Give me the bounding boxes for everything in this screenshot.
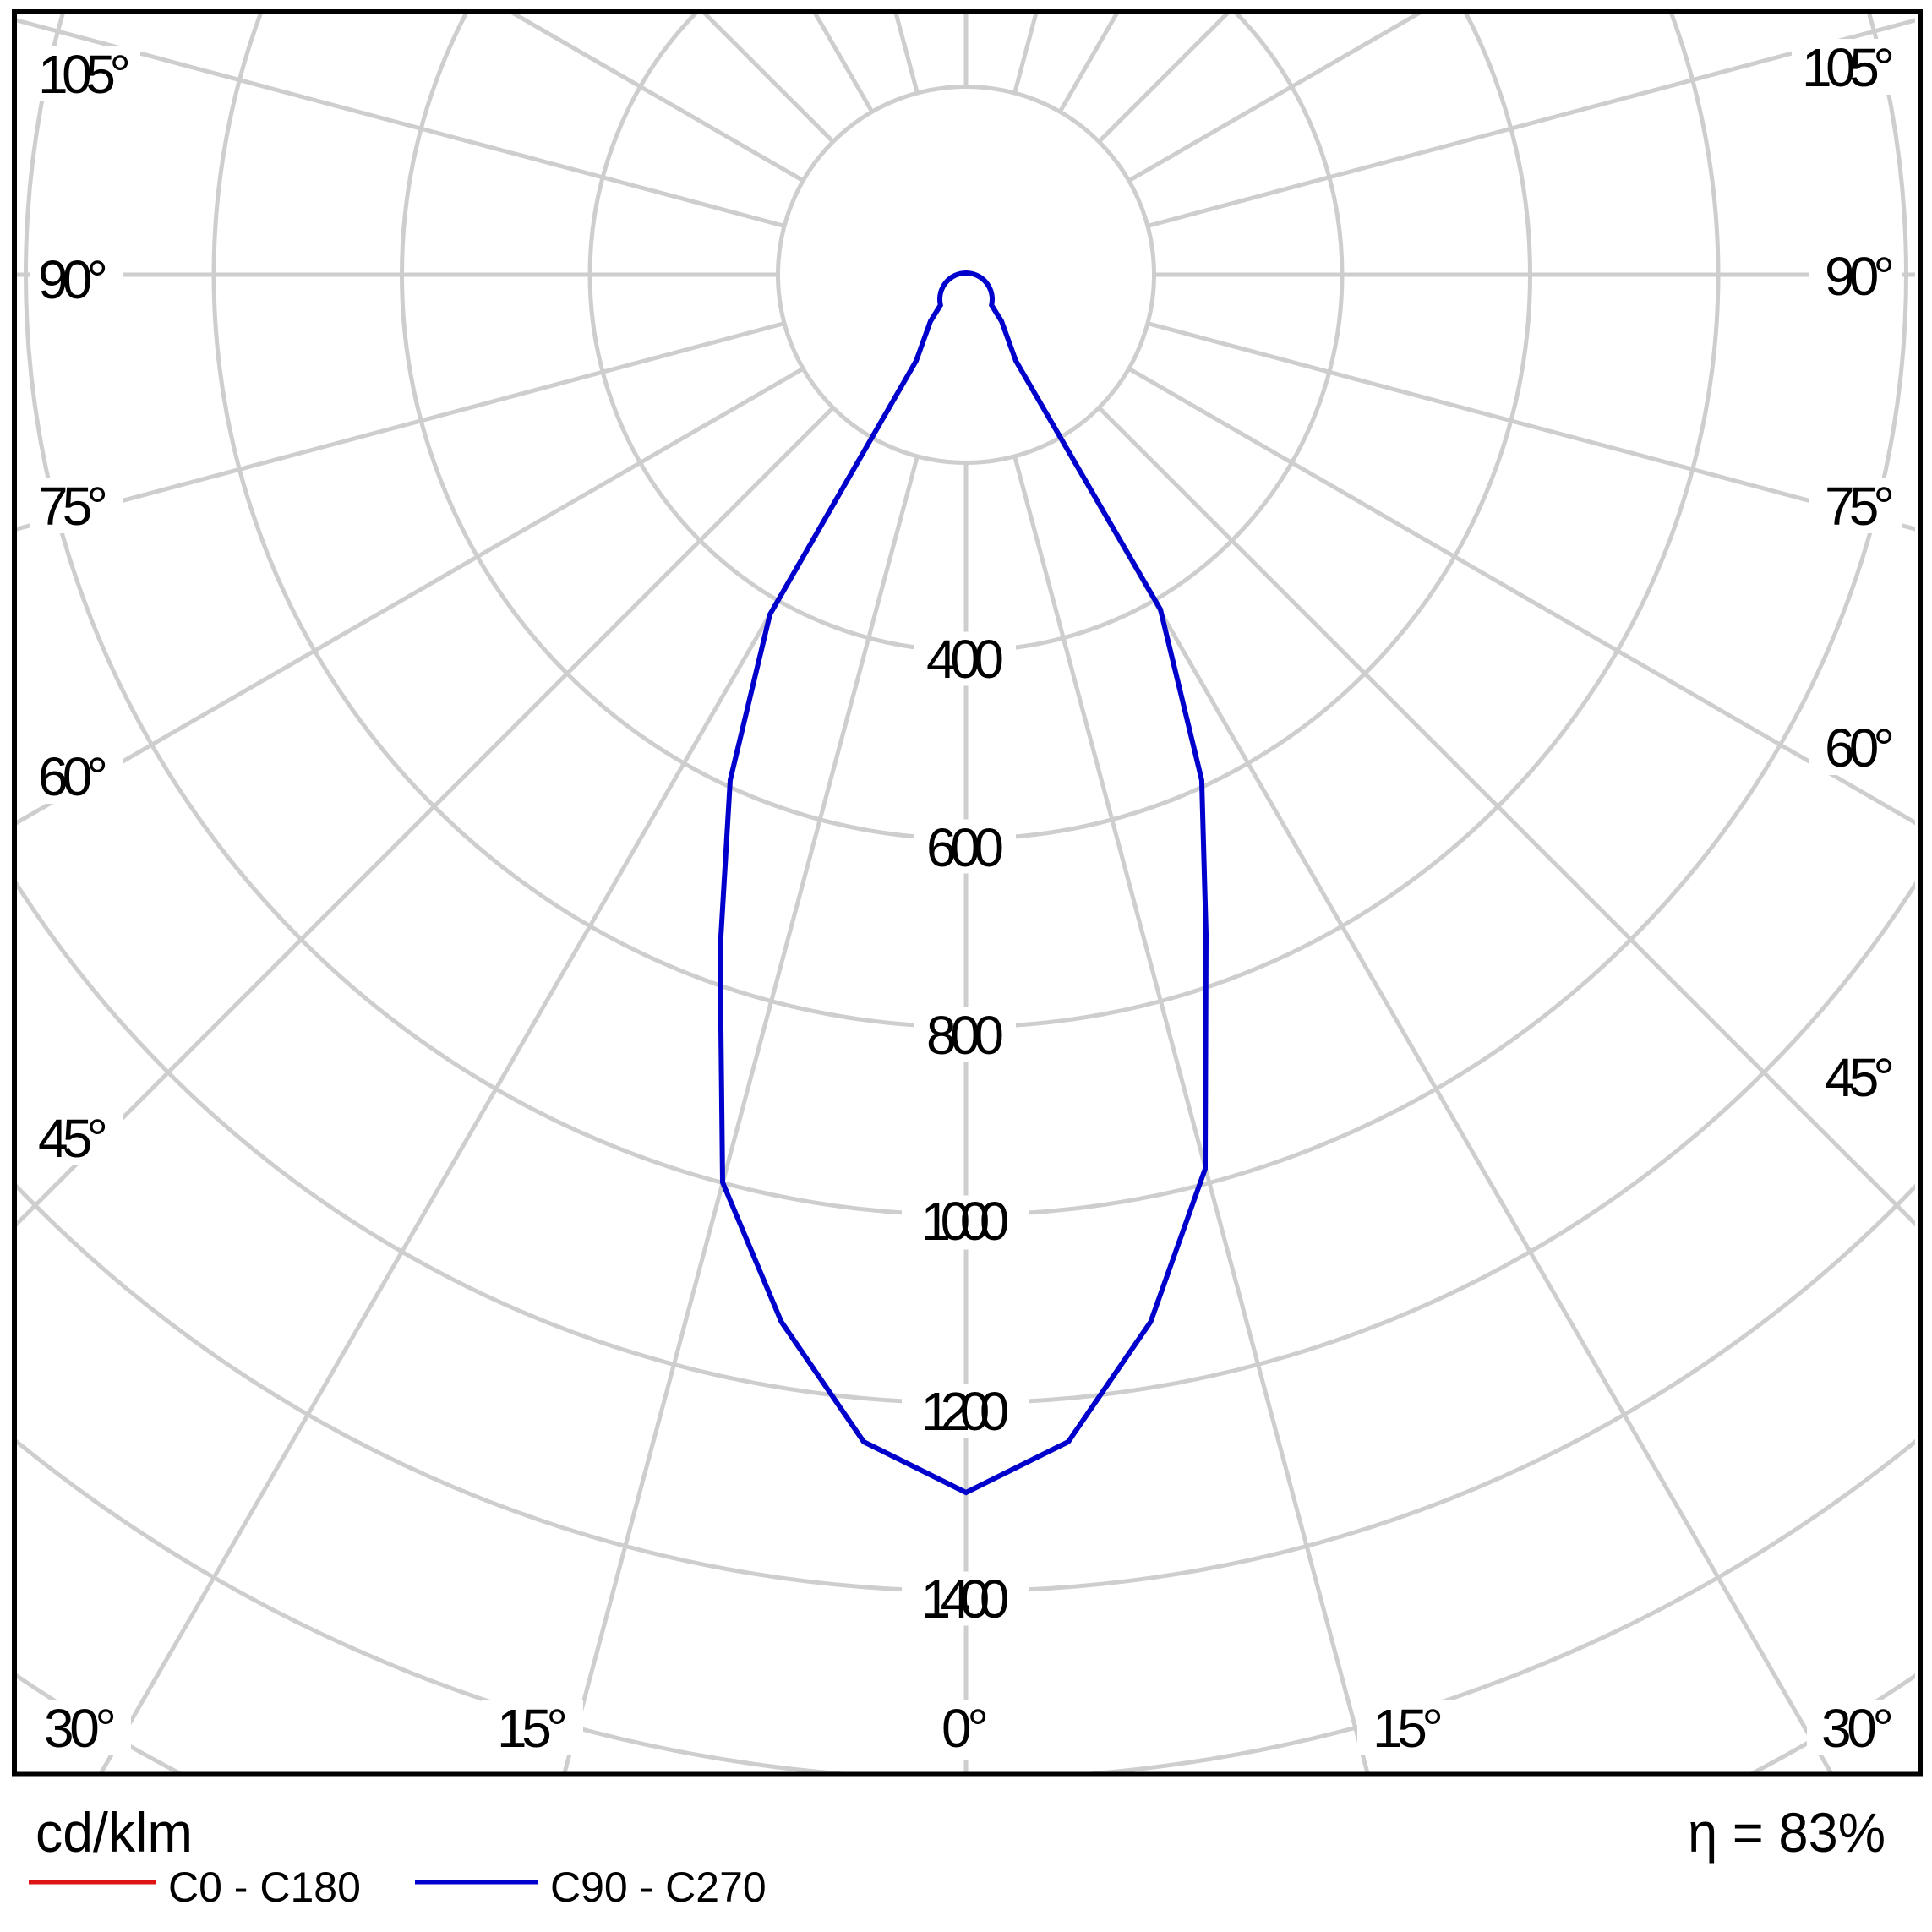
svg-text:1200: 1200 [921,1381,1010,1442]
svg-text:90°: 90° [38,249,108,310]
svg-text:90°: 90° [1825,246,1895,307]
svg-text:0°: 0° [941,1698,989,1759]
svg-text:C90 - C270: C90 - C270 [550,1864,767,1911]
svg-text:800: 800 [926,1005,1004,1066]
svg-text:15°: 15° [1373,1698,1444,1759]
svg-text:45°: 45° [1825,1047,1895,1108]
svg-text:15°: 15° [497,1698,568,1759]
svg-text:600: 600 [926,817,1004,878]
svg-text:30°: 30° [1821,1698,1894,1759]
svg-text:cd/klm: cd/klm [35,1801,193,1864]
svg-text:1400: 1400 [921,1569,1010,1629]
svg-text:60°: 60° [38,746,108,807]
svg-text:75°: 75° [1825,476,1895,537]
svg-text:1000: 1000 [921,1191,1010,1252]
svg-text:η = 83%: η = 83% [1688,1801,1886,1864]
svg-text:75°: 75° [38,476,108,537]
svg-text:30°: 30° [44,1698,117,1759]
svg-text:C0 - C180: C0 - C180 [168,1864,361,1911]
svg-text:105°: 105° [38,44,131,105]
svg-text:60°: 60° [1825,718,1895,778]
svg-text:400: 400 [926,629,1004,690]
svg-text:45°: 45° [38,1108,108,1169]
svg-text:105°: 105° [1802,37,1895,98]
